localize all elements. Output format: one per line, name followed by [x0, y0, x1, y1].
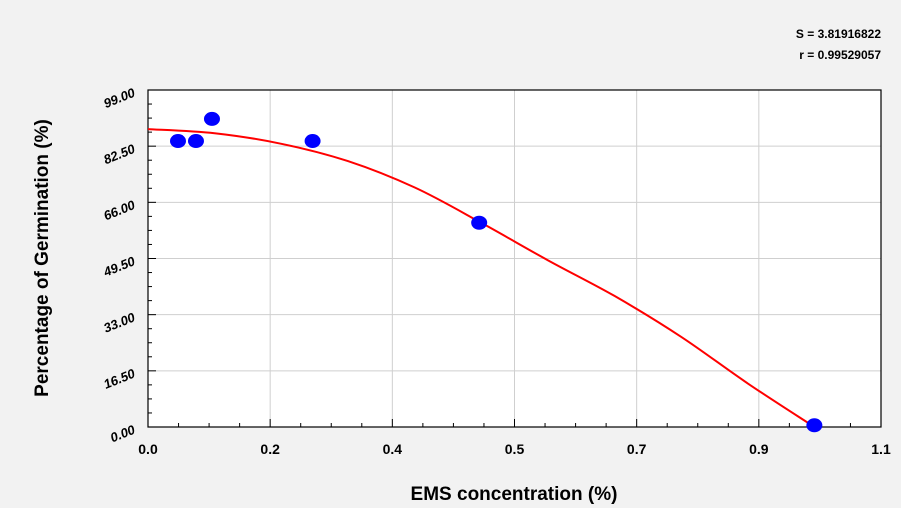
x-tick-label: 0.7: [627, 441, 647, 457]
y-tick-label: 16.50: [101, 365, 137, 391]
y-tick-label: 49.50: [100, 253, 137, 280]
gridlines: [148, 90, 881, 427]
y-tick-label: 33.00: [101, 309, 137, 335]
y-tick-label: 66.00: [101, 197, 137, 223]
x-tick-label: 0.2: [260, 441, 280, 457]
tick-marks: [147, 89, 882, 428]
data-point: [169, 134, 186, 149]
x-tick-label: 0.9: [749, 441, 769, 457]
x-axis-title: EMS concentration (%): [411, 484, 618, 505]
r-statistic: r = 0.99529057: [799, 48, 881, 62]
data-point: [806, 418, 823, 433]
x-tick-label: 0.5: [505, 441, 525, 457]
data-point: [304, 134, 321, 149]
data-points: [169, 111, 823, 433]
s-statistic: S = 3.81916822: [796, 27, 881, 41]
x-tick-label: 0.4: [383, 441, 403, 457]
y-tick-label: 0.00: [108, 422, 138, 446]
x-tick-label: 1.1: [871, 441, 891, 457]
x-tick-labels: 0.0 0.2 0.4 0.5 0.7 0.9 1.1: [138, 441, 891, 457]
y-tick-labels: 0.00 16.50 33.00 49.50 66.00 82.50 99.00: [100, 85, 137, 446]
y-tick-label: 82.50: [101, 141, 137, 167]
y-tick-label: 99.00: [101, 85, 137, 111]
y-axis-title: Percentage of Germination (%): [32, 119, 53, 397]
data-point: [471, 215, 488, 230]
data-point: [203, 111, 220, 126]
data-point: [187, 134, 204, 149]
x-tick-label: 0.0: [138, 441, 158, 457]
